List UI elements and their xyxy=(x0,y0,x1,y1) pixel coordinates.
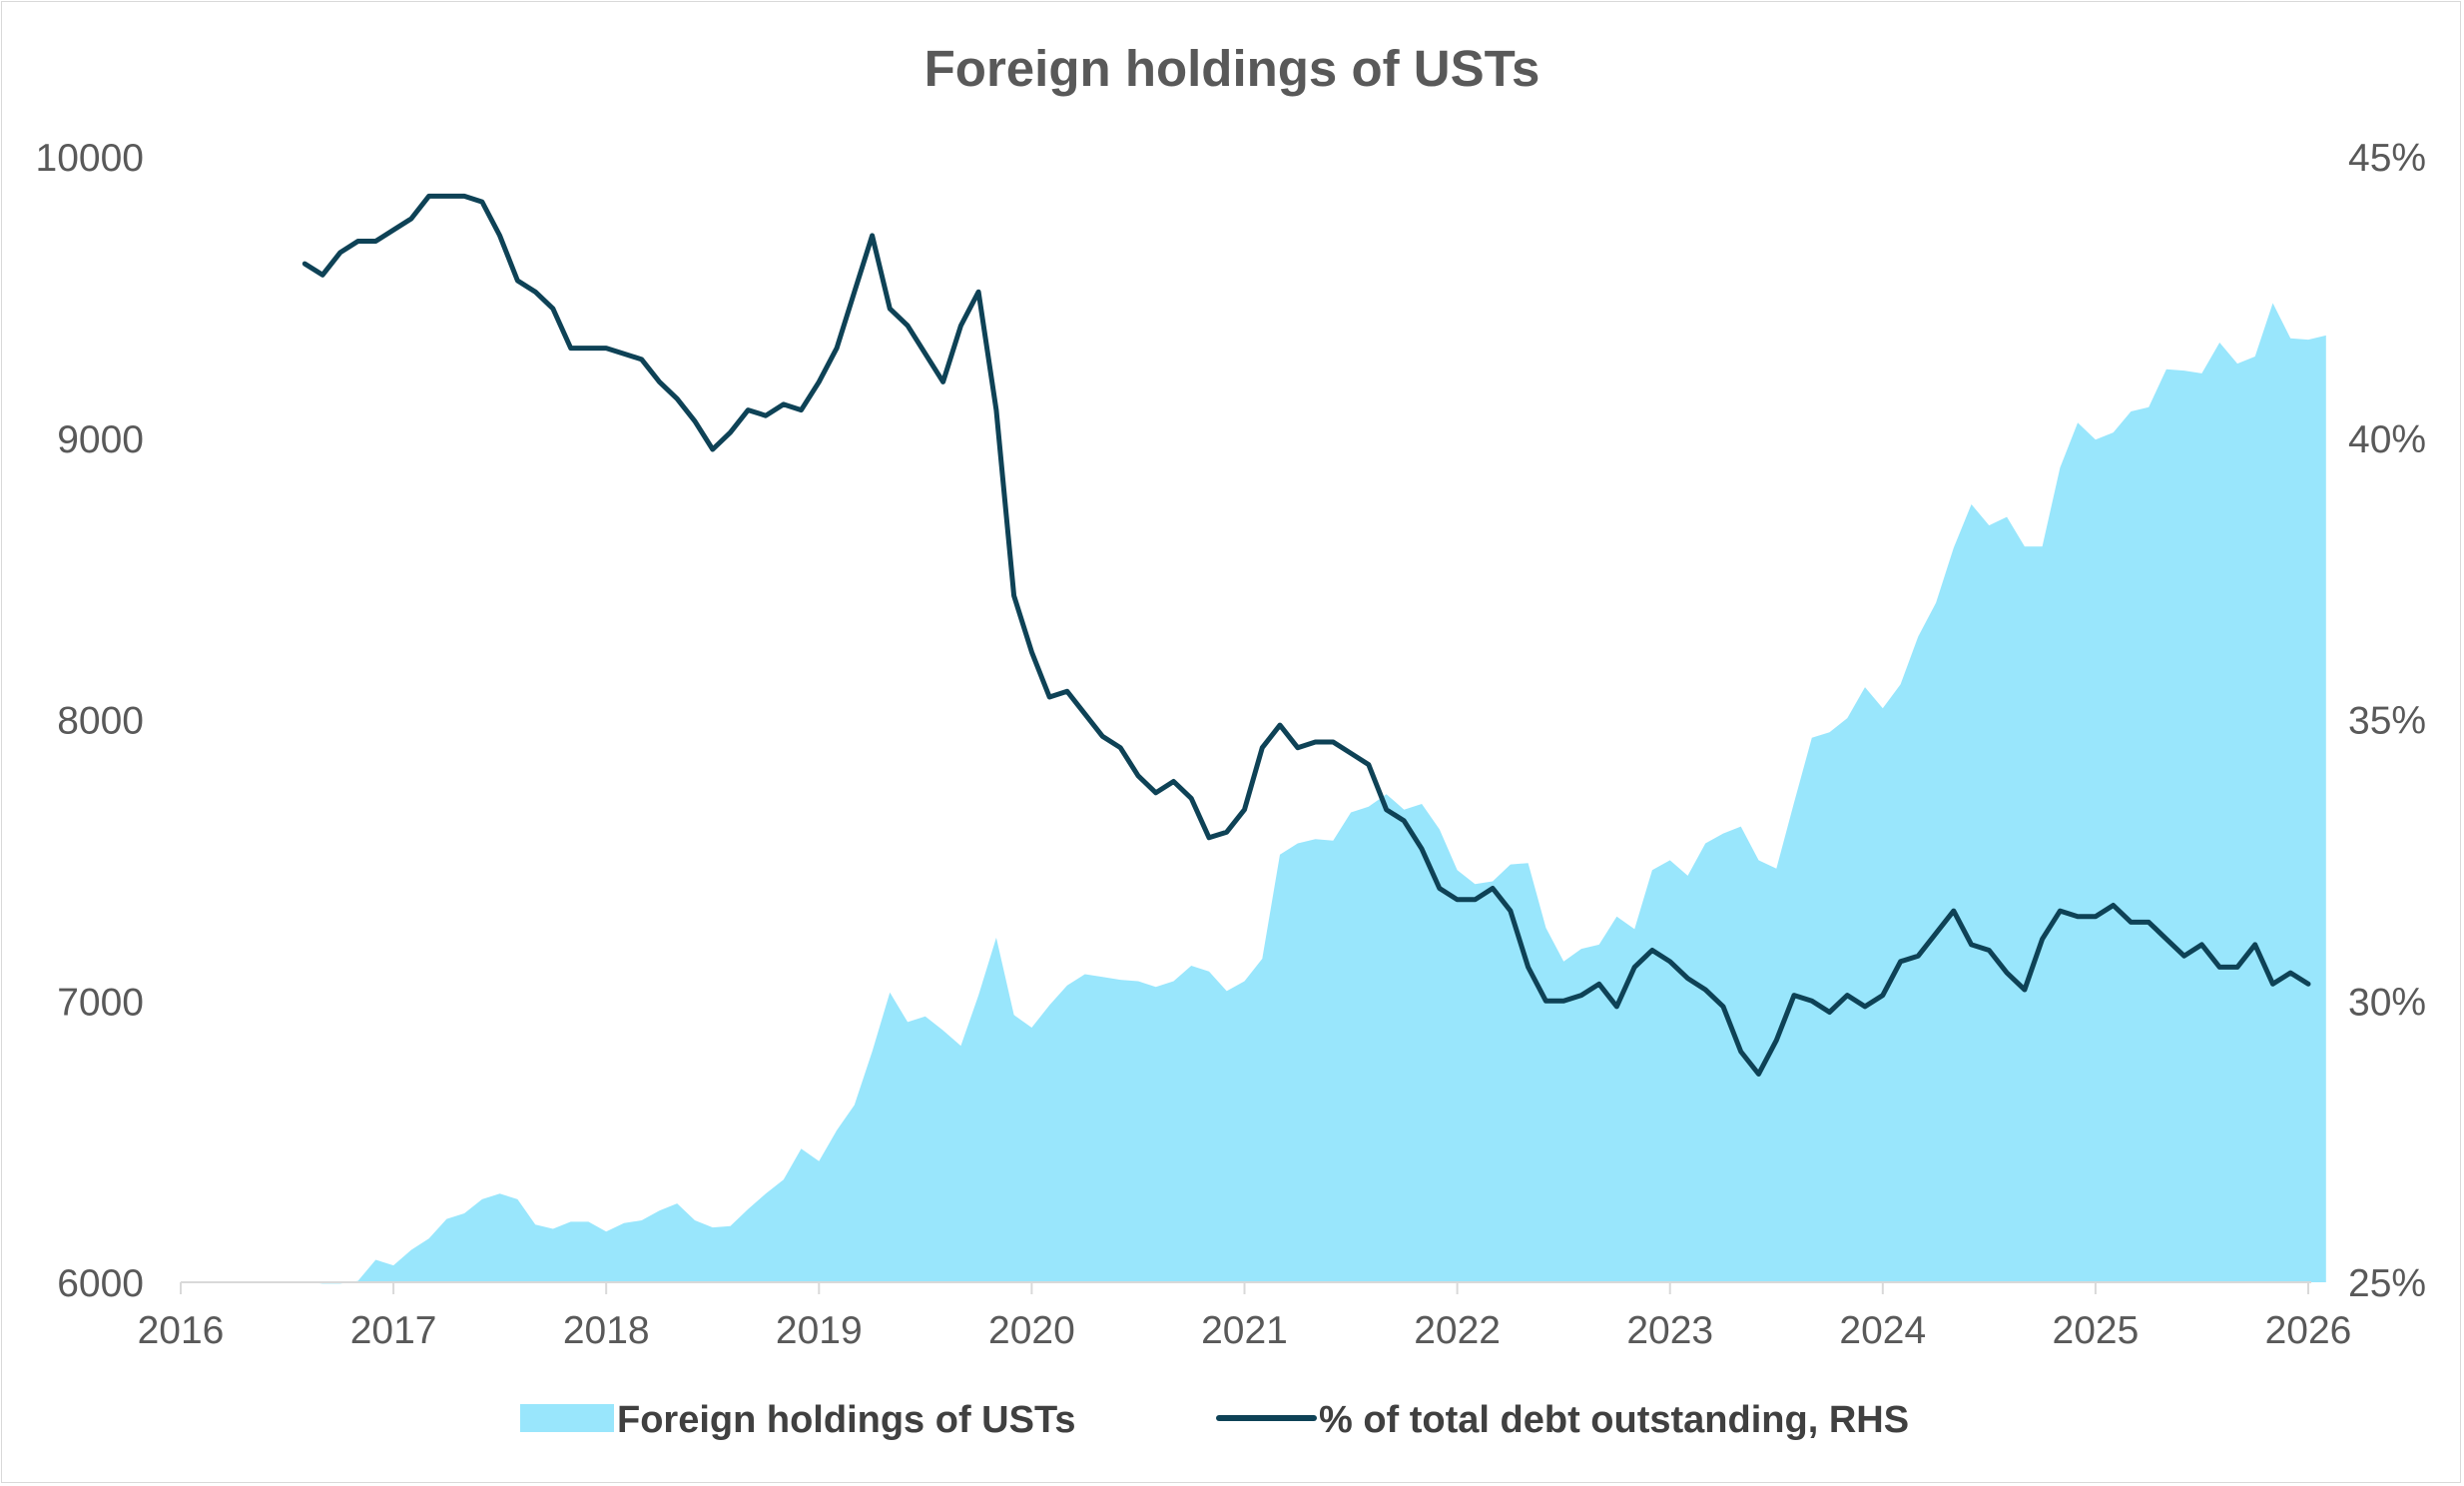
x-tick-label: 2017 xyxy=(350,1309,437,1352)
x-tick-label: 2021 xyxy=(1201,1309,1288,1352)
y-left-tick-label: 8000 xyxy=(57,700,144,743)
chart-title: Foreign holdings of USTs xyxy=(924,40,1540,97)
y-right-tick-label: 25% xyxy=(2348,1262,2426,1305)
y-left-tick-label: 6000 xyxy=(57,1262,144,1305)
legend-swatch-foreign-holdings xyxy=(520,1404,614,1432)
y-right-tick-label: 40% xyxy=(2348,418,2426,461)
y-left-tick-label: 10000 xyxy=(36,137,144,180)
tick-labels: 2016 2017 2018 2019 2020 2021 2022 2023 2024 2025… xyxy=(36,137,2427,1352)
legend: Foreign holdings of USTs % of total debt… xyxy=(520,1399,1909,1441)
x-tick-label: 2020 xyxy=(988,1309,1075,1352)
line-series-debt-share xyxy=(302,193,2311,1077)
y-left-tick-label: 7000 xyxy=(57,981,144,1024)
axis-layer xyxy=(180,1281,2311,1294)
x-tick-label: 2026 xyxy=(2265,1309,2352,1352)
y-right-tick-label: 45% xyxy=(2348,137,2426,180)
x-tick-label: 2016 xyxy=(138,1309,225,1352)
x-tick-label: 2024 xyxy=(1839,1309,1926,1352)
line-layer xyxy=(302,193,2311,1077)
y-right-tick-label: 30% xyxy=(2348,981,2426,1024)
area-layer xyxy=(181,303,2326,1284)
legend-label-foreign-holdings: Foreign holdings of USTs xyxy=(617,1399,1076,1441)
x-tick-label: 2022 xyxy=(1414,1309,1501,1352)
y-left-tick-label: 9000 xyxy=(57,418,144,461)
x-tick-label: 2019 xyxy=(776,1309,863,1352)
area-series-foreign-holdings xyxy=(181,303,2326,1284)
y-right-tick-label: 35% xyxy=(2348,700,2426,743)
legend-label-debt-share: % of total debt outstanding, RHS xyxy=(1319,1399,1909,1441)
x-tick-label: 2025 xyxy=(2053,1309,2140,1352)
x-tick-label: 2018 xyxy=(563,1309,650,1352)
x-tick-label: 2023 xyxy=(1626,1309,1713,1352)
